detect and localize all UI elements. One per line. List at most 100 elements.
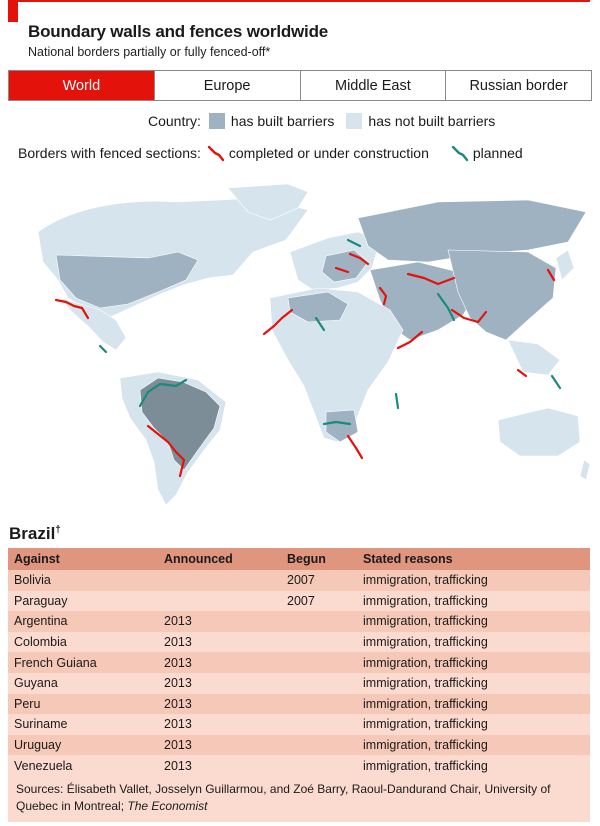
completed-legend-label: completed or under construction <box>228 145 429 161</box>
europe-planned-barrier <box>346 238 362 248</box>
central-america-barrier <box>98 344 108 354</box>
cell-announced: 2013 <box>158 611 281 632</box>
sources-publication: The Economist <box>127 799 208 813</box>
europe-barrier-1 <box>348 252 370 266</box>
chart-subtitle: National borders partially or fully fenc… <box>28 45 271 59</box>
new-zealand-landmass <box>579 459 591 481</box>
india-barrier <box>450 308 488 324</box>
table-row: Suriname 2013 immigration, trafficking <box>8 714 590 735</box>
us-mexico-barrier <box>54 298 90 320</box>
cell-begun <box>281 755 357 776</box>
cell-against: Suriname <box>8 714 158 735</box>
sources-text: Sources: Élisabeth Vallet, Josselyn Guil… <box>16 782 551 813</box>
cell-against: Colombia <box>8 631 158 653</box>
japan-landmass <box>555 249 575 281</box>
country-legend: Country: has built barriers has not buil… <box>148 113 495 129</box>
southeast-asia-planned-barrier <box>550 374 562 390</box>
cell-begun <box>281 652 357 673</box>
column-header-announced: Announced <box>158 548 281 570</box>
central-asia-planned-barrier <box>436 292 456 322</box>
korea-barrier <box>546 268 556 282</box>
cell-against: Peru <box>8 693 158 715</box>
saudi-barrier <box>396 330 424 350</box>
top-rule <box>8 0 590 2</box>
morocco-barrier <box>262 308 294 336</box>
table-row: Guyana 2013 immigration, trafficking <box>8 672 590 694</box>
cell-announced: 2013 <box>158 652 281 673</box>
planned-line-icon <box>451 145 469 162</box>
country-legend-label: Country: <box>148 113 201 129</box>
cell-reasons: immigration, trafficking <box>357 755 590 776</box>
not-built-legend-label: has not built barriers <box>368 113 496 129</box>
built-legend-label: has built barriers <box>230 113 335 129</box>
usa-landmass <box>55 251 199 309</box>
cell-reasons: immigration, trafficking <box>357 611 590 632</box>
cell-reasons: immigration, trafficking <box>357 734 590 756</box>
cell-begun <box>281 734 357 756</box>
cell-against: Venezuela <box>8 755 158 776</box>
table-row: Peru 2013 immigration, trafficking <box>8 693 590 715</box>
cell-against: Paraguay <box>8 590 158 612</box>
planned-barriers <box>98 238 562 426</box>
south-africa-barrier <box>346 434 364 460</box>
table-row: Argentina 2013 immigration, trafficking <box>8 611 590 632</box>
planned-legend-label: planned <box>472 145 523 161</box>
economist-red-tag <box>8 0 18 22</box>
table-header-row: Against Announced Begun Stated reasons <box>8 548 590 570</box>
column-header-against: Against <box>8 548 158 570</box>
cell-begun <box>281 693 357 715</box>
africa-planned-barrier <box>314 316 326 332</box>
sources-note: Sources: Élisabeth Vallet, Josselyn Guil… <box>8 776 590 822</box>
asia-landmass <box>447 249 557 341</box>
middle-east-barrier-1 <box>378 286 388 306</box>
cell-against: Guyana <box>8 672 158 694</box>
cell-begun <box>281 672 357 694</box>
cell-announced: 2013 <box>158 734 281 756</box>
malaysia-barrier <box>516 368 528 378</box>
table-row: Bolivia 2007 immigration, trafficking <box>8 570 590 591</box>
cell-reasons: immigration, trafficking <box>357 570 590 591</box>
border-legend-label: Borders with fenced sections: <box>18 145 201 161</box>
tab-russian-border[interactable]: Russian border <box>445 71 591 100</box>
cell-reasons: immigration, trafficking <box>357 693 590 715</box>
cell-begun <box>281 631 357 653</box>
cell-announced: 2013 <box>158 755 281 776</box>
completed-barriers <box>54 252 556 478</box>
tab-middle-east[interactable]: Middle East <box>299 71 446 100</box>
cell-reasons: immigration, trafficking <box>357 652 590 673</box>
world-map <box>37 183 591 506</box>
cell-begun: 2007 <box>281 570 357 591</box>
brazil-barriers-table: Against Announced Begun Stated reasons B… <box>8 548 590 776</box>
australia-landmass <box>497 407 581 457</box>
cell-begun <box>281 714 357 735</box>
southeast-asia-landmass <box>507 339 561 376</box>
not-built-swatch <box>346 113 363 129</box>
cell-announced: 2013 <box>158 672 281 694</box>
europe-barrier-2 <box>334 266 350 274</box>
table-row: Uruguay 2013 immigration, trafficking <box>8 734 590 756</box>
cell-announced <box>158 590 281 612</box>
table-row: Paraguay 2007 immigration, trafficking <box>8 590 590 612</box>
tab-world[interactable]: World <box>9 71 154 100</box>
namibia-planned-barrier <box>322 420 352 426</box>
cell-begun <box>281 611 357 632</box>
brazil-footnote-mark: † <box>55 524 61 536</box>
cell-against: Uruguay <box>8 734 158 756</box>
cell-reasons: immigration, trafficking <box>357 672 590 694</box>
cell-announced: 2013 <box>158 693 281 715</box>
completed-line-icon <box>207 145 225 162</box>
cell-against: French Guiana <box>8 652 158 673</box>
region-tabs: World Europe Middle East Russian border <box>8 70 592 101</box>
cell-against: Argentina <box>8 611 158 632</box>
cell-reasons: immigration, trafficking <box>357 590 590 612</box>
tab-europe[interactable]: Europe <box>153 71 300 100</box>
east-africa-planned-barrier <box>394 392 400 410</box>
column-header-reasons: Stated reasons <box>357 548 590 570</box>
brazil-north-barrier <box>138 378 188 408</box>
cell-announced: 2013 <box>158 714 281 735</box>
greenland-landmass <box>227 183 309 221</box>
cell-announced: 2013 <box>158 631 281 653</box>
cell-announced <box>158 570 281 591</box>
brazil-section-title: Brazil† <box>9 524 61 544</box>
table-row: Colombia 2013 immigration, trafficking <box>8 631 590 653</box>
